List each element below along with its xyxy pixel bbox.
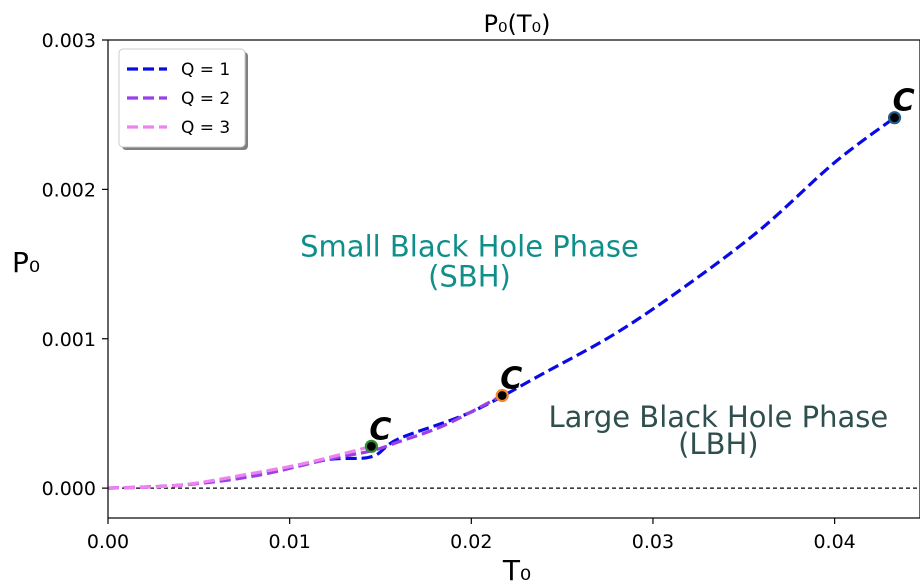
- legend: Q = 1 Q = 2 Q = 3: [118, 48, 246, 148]
- annotation-large-black-hole-phase: Large Black Hole Phase: [548, 400, 888, 434]
- annotation-sbh: (SBH): [428, 259, 511, 293]
- legend-label-q-2: Q = 2: [181, 89, 230, 109]
- y-tick-label: 0.000: [42, 478, 96, 500]
- y-tick-label: 0.001: [42, 329, 96, 351]
- legend-label-q-1: Q = 1: [181, 60, 230, 80]
- x-tick-label: 0.00: [87, 531, 129, 553]
- critical-point-label-q-3: C: [369, 412, 391, 447]
- critical-points: C C C: [364, 84, 915, 453]
- critical-point-q-2: [495, 388, 509, 403]
- y-axis: 0.000 0.001 0.002 0.003: [42, 30, 108, 500]
- chart-title: P₀(T₀): [483, 10, 550, 38]
- critical-point-label-q-1: C: [893, 84, 915, 119]
- x-tick-label: 0.01: [268, 531, 310, 553]
- phase-annotations: Small Black Hole Phase(SBH) Large Black H…: [300, 230, 888, 461]
- critical-point-label-q-2: C: [500, 362, 522, 397]
- series-line-q-3: [108, 444, 372, 490]
- annotation-lbh: (LBH): [678, 427, 759, 461]
- y-axis-title: P₀: [12, 246, 40, 279]
- plot-frame: [107, 39, 920, 519]
- x-tick-label: 0.04: [813, 531, 855, 553]
- annotation-small-black-hole-phase: Small Black Hole Phase: [300, 230, 639, 264]
- legend-box: [118, 48, 246, 148]
- legend-label-q-3: Q = 3: [181, 118, 230, 138]
- plot-area: [108, 116, 920, 490]
- critical-point-q-1: [887, 111, 902, 125]
- x-axis-title: T₀: [502, 554, 531, 585]
- y-tick-label: 0.002: [42, 179, 96, 201]
- x-tick-label: 0.03: [632, 531, 674, 553]
- x-tick-label: 0.02: [450, 531, 492, 553]
- series-line-q-2: [108, 394, 503, 490]
- critical-point-q-3: [364, 439, 379, 453]
- y-tick-label: 0.003: [42, 30, 96, 52]
- x-axis: 0.00 0.01 0.02 0.03 0.04: [87, 518, 856, 553]
